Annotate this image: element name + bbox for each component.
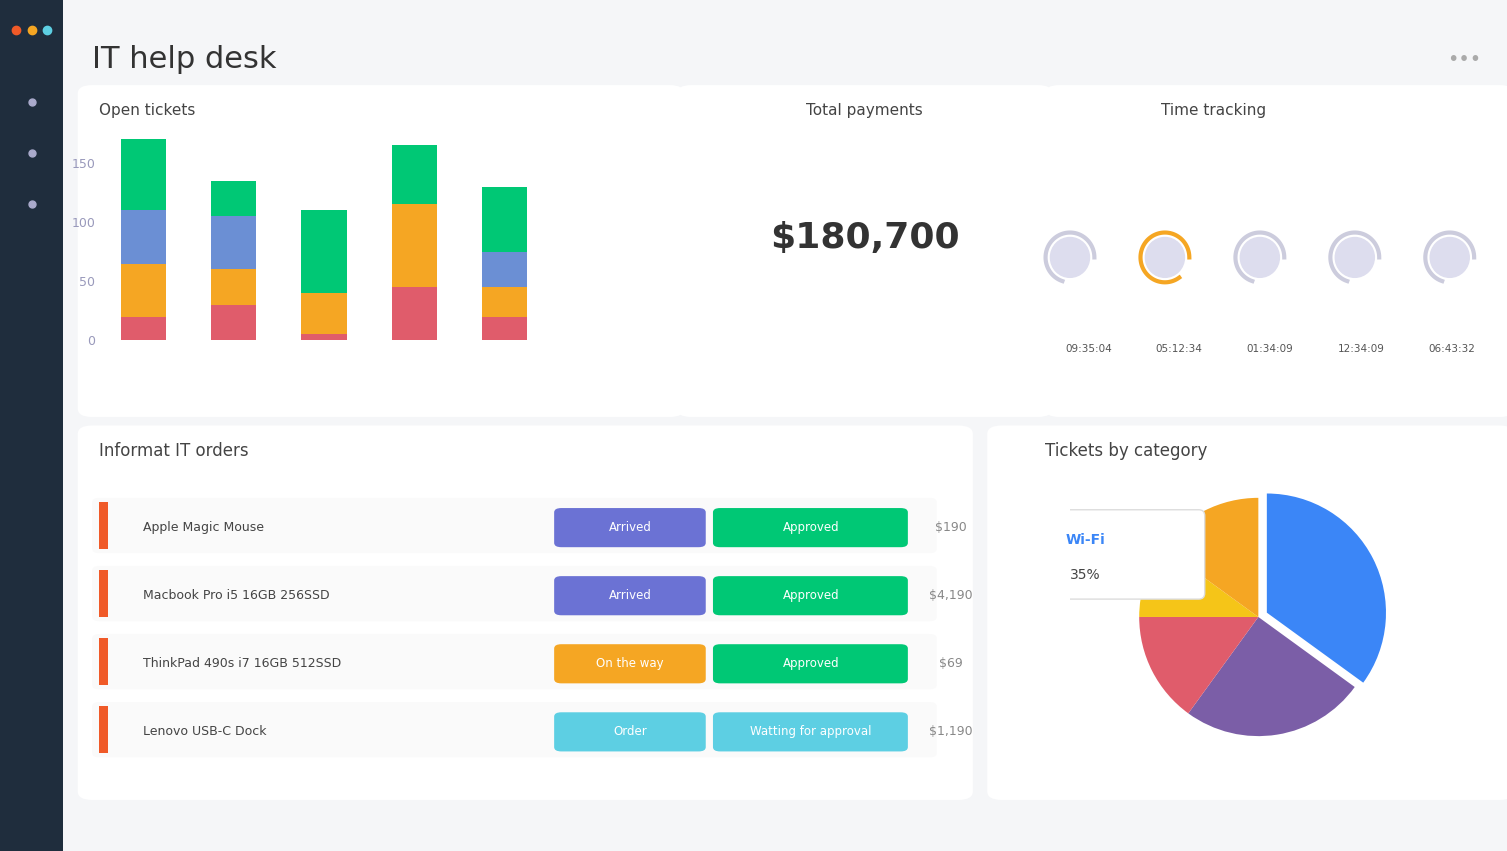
Circle shape <box>1050 237 1090 277</box>
FancyBboxPatch shape <box>713 644 907 683</box>
Text: •••: ••• <box>1447 50 1481 69</box>
Bar <box>482 186 527 252</box>
FancyBboxPatch shape <box>92 498 937 553</box>
Text: 12:34:09: 12:34:09 <box>1338 344 1385 354</box>
Circle shape <box>1145 237 1185 277</box>
Wedge shape <box>1189 617 1355 736</box>
FancyBboxPatch shape <box>713 576 907 615</box>
Bar <box>211 305 256 340</box>
Circle shape <box>1240 237 1279 277</box>
FancyBboxPatch shape <box>99 502 109 549</box>
Bar <box>301 210 347 293</box>
Text: Approved: Approved <box>782 589 839 603</box>
Bar <box>121 140 166 210</box>
Text: $190: $190 <box>936 521 967 534</box>
Text: Arrived: Arrived <box>609 589 651 603</box>
FancyBboxPatch shape <box>99 638 109 685</box>
FancyBboxPatch shape <box>713 712 907 751</box>
FancyBboxPatch shape <box>555 712 705 751</box>
FancyBboxPatch shape <box>92 702 937 757</box>
Circle shape <box>1430 237 1469 277</box>
Text: $1,190: $1,190 <box>930 725 974 739</box>
Bar <box>392 146 437 204</box>
Text: On the way: On the way <box>597 657 663 671</box>
Text: 01:34:09: 01:34:09 <box>1246 344 1293 354</box>
Bar <box>211 181 256 216</box>
Text: Approved: Approved <box>782 657 839 671</box>
Text: 35%: 35% <box>1070 568 1102 582</box>
Bar <box>301 293 347 334</box>
FancyBboxPatch shape <box>78 85 684 417</box>
Text: 09:35:04: 09:35:04 <box>1065 344 1112 354</box>
FancyBboxPatch shape <box>555 508 705 547</box>
Text: IT help desk: IT help desk <box>92 45 277 74</box>
Text: Time tracking: Time tracking <box>1160 103 1266 118</box>
Bar <box>482 252 527 288</box>
Text: Informat IT orders: Informat IT orders <box>99 442 249 460</box>
FancyBboxPatch shape <box>1044 85 1507 417</box>
Circle shape <box>1335 237 1374 277</box>
Text: Macbook Pro i5 16GB 256SSD: Macbook Pro i5 16GB 256SSD <box>143 589 330 603</box>
Text: $180,700: $180,700 <box>770 221 960 255</box>
Text: Apple Magic Mouse: Apple Magic Mouse <box>143 521 264 534</box>
Text: Wi-Fi: Wi-Fi <box>1065 533 1106 546</box>
Wedge shape <box>1139 617 1258 713</box>
Text: 05:12:34: 05:12:34 <box>1156 344 1203 354</box>
FancyBboxPatch shape <box>555 576 705 615</box>
Bar <box>301 334 347 340</box>
FancyBboxPatch shape <box>987 426 1507 800</box>
FancyBboxPatch shape <box>677 85 1052 417</box>
Bar <box>121 264 166 317</box>
Bar <box>392 288 437 340</box>
Text: $69: $69 <box>939 657 963 671</box>
Wedge shape <box>1139 547 1258 617</box>
Text: Lenovo USB-C Dock: Lenovo USB-C Dock <box>143 725 267 739</box>
FancyBboxPatch shape <box>78 426 974 800</box>
Bar <box>211 216 256 270</box>
Text: Total payments: Total payments <box>806 103 922 118</box>
Wedge shape <box>1267 494 1386 683</box>
Text: Approved: Approved <box>782 521 839 534</box>
Bar <box>482 317 527 340</box>
Text: $4,190: $4,190 <box>930 589 974 603</box>
Text: Arrived: Arrived <box>609 521 651 534</box>
FancyBboxPatch shape <box>99 706 109 753</box>
Bar <box>211 270 256 305</box>
Text: 06:43:32: 06:43:32 <box>1429 344 1475 354</box>
Text: Open tickets: Open tickets <box>99 103 196 118</box>
FancyBboxPatch shape <box>1038 510 1204 599</box>
FancyBboxPatch shape <box>713 508 907 547</box>
Text: Order: Order <box>613 725 647 739</box>
Bar <box>392 204 437 288</box>
Bar <box>121 317 166 340</box>
Bar <box>482 288 527 317</box>
Text: ThinkPad 490s i7 16GB 512SSD: ThinkPad 490s i7 16GB 512SSD <box>143 657 341 671</box>
Text: Watting for approval: Watting for approval <box>750 725 873 739</box>
FancyBboxPatch shape <box>92 566 937 621</box>
FancyBboxPatch shape <box>99 570 109 617</box>
Bar <box>121 210 166 264</box>
Wedge shape <box>1162 498 1258 617</box>
FancyBboxPatch shape <box>92 634 937 689</box>
FancyBboxPatch shape <box>555 644 705 683</box>
Text: Tickets by category: Tickets by category <box>1044 442 1207 460</box>
